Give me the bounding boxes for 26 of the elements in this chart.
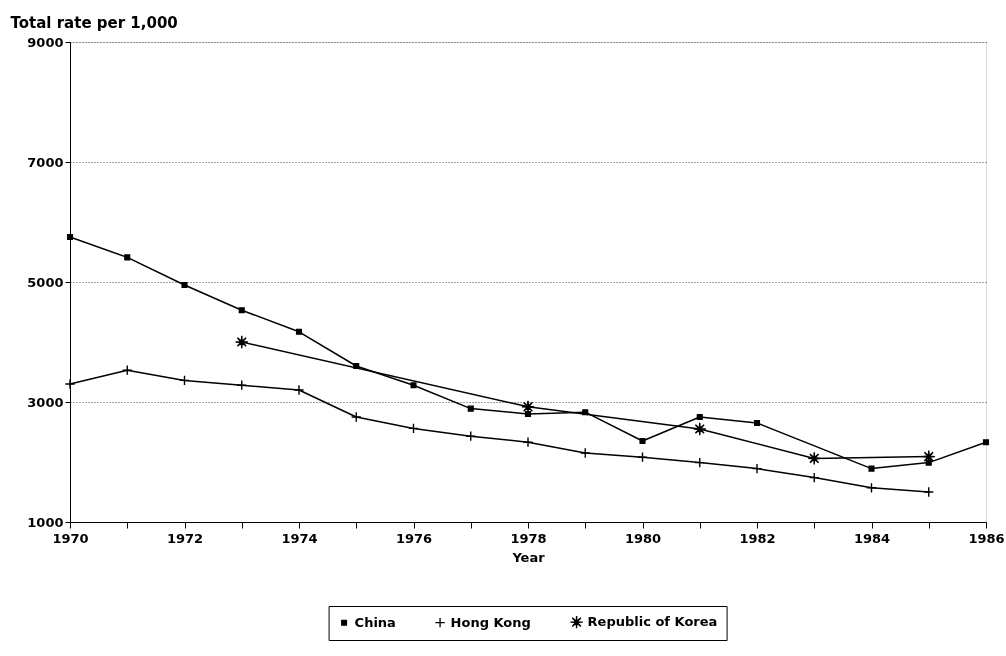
x-tick-label: 1982 [739, 530, 776, 546]
x-tick-label: 1974 [281, 530, 318, 546]
y-axis-title: Total rate per 1,000 [10, 13, 178, 32]
x-tick-label: 1976 [395, 530, 433, 546]
legend-label: China [354, 614, 396, 630]
x-tick-label: 1970 [52, 530, 89, 546]
point [64, 378, 76, 390]
y-tick-label: 1000 [27, 514, 64, 530]
y-tick-label: 9000 [27, 34, 64, 50]
x-tick-label: 1984 [853, 530, 891, 546]
x-tick-label: 1986 [968, 530, 1005, 546]
legend-label: Republic of Korea [587, 614, 718, 630]
y-tick-label: 3000 [27, 394, 64, 410]
x-axis-title: Year [511, 549, 546, 565]
point [923, 486, 935, 498]
y-tick-label: 7000 [27, 154, 64, 170]
point [579, 447, 591, 459]
point [181, 281, 188, 289]
point [350, 411, 362, 423]
x-tick-label: 1980 [624, 530, 662, 546]
y-tick-label: 5000 [27, 274, 64, 290]
legend-label: Hong Kong [450, 614, 531, 630]
point [868, 465, 875, 472]
point [293, 384, 305, 396]
x-tick-label: 1972 [166, 530, 204, 546]
x-tick-label: 1978 [510, 530, 547, 546]
